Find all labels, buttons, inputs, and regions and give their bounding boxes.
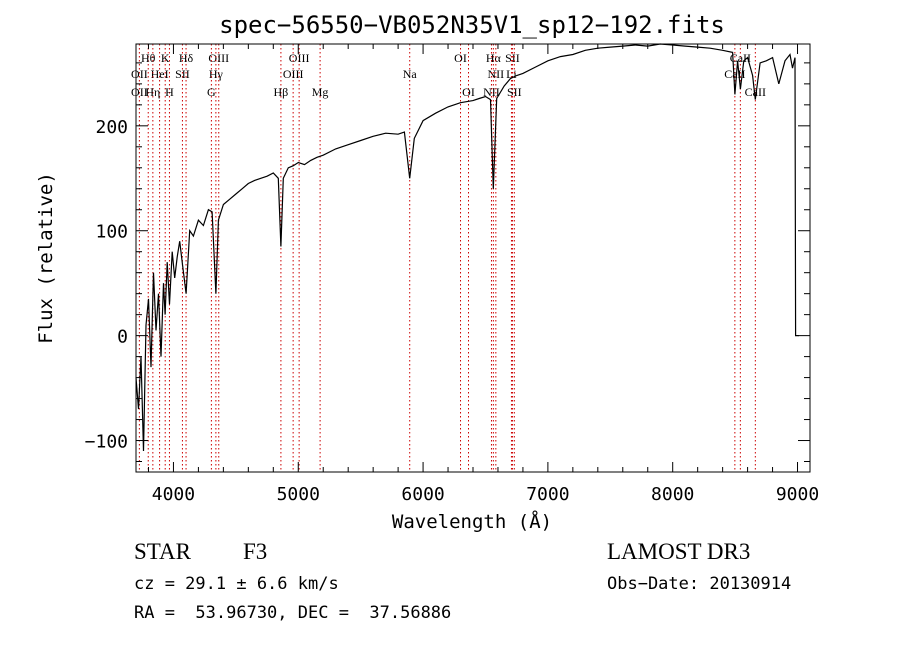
line-marker-label: NII [483, 85, 500, 99]
line-marker-label: K [161, 51, 170, 65]
x-axis-label: Wavelength (Å) [392, 510, 552, 533]
x-tick-label: 6000 [401, 484, 444, 505]
line-marker-label: OIII [208, 51, 229, 65]
y-tick-label: −100 [85, 432, 128, 453]
plot-frame [135, 43, 811, 473]
y-axis: −100 0 100 200 [85, 62, 810, 463]
y-tick-label: 0 [117, 327, 128, 348]
line-marker-label: Hβ [274, 85, 289, 99]
line-marker-label: Li [506, 67, 517, 81]
line-marker-label: Hα [486, 51, 502, 65]
line-marker-label: OI [454, 51, 467, 65]
line-marker-label: OIII [283, 67, 304, 81]
line-marker-label: Hη [145, 85, 160, 99]
survey-name: LAMOST DR3 [607, 539, 751, 564]
line-marker-label: Hγ [209, 67, 224, 81]
spectrum-line [135, 43, 799, 452]
redshift-text: cz = 29.1 ± 6.6 km/s [134, 574, 339, 594]
object-class: STAR [134, 539, 191, 564]
x-tick-label: 4000 [152, 484, 195, 505]
x-tick-label: 5000 [277, 484, 320, 505]
line-marker-label: SII [175, 67, 190, 81]
x-tick-label: 9000 [776, 484, 819, 505]
line-marker-label: Hδ [179, 51, 194, 65]
line-marker-label: CaII [745, 85, 766, 99]
line-marker-label: Na [403, 67, 418, 81]
coordinates: RA = 53.96730, DEC = 37.56886 [134, 603, 452, 623]
line-marker-label: OII [131, 85, 148, 99]
y-tick-label: 200 [95, 117, 128, 138]
x-tick-label: 8000 [651, 484, 694, 505]
object-subclass: F3 [243, 539, 268, 564]
line-marker-label: NII [488, 67, 505, 81]
line-marker-label: H [165, 85, 174, 99]
x-tick-label: 7000 [526, 484, 569, 505]
line-marker-label: OII [131, 67, 148, 81]
line-marker-label: OI [462, 85, 475, 99]
line-marker-label: CaII [724, 67, 745, 81]
y-tick-label: 100 [95, 222, 128, 243]
line-marker-label: HeI [151, 67, 169, 81]
y-axis-label: Flux (relative) [35, 172, 57, 344]
obs-date: Obs−Date: 20130914 [607, 574, 792, 594]
line-marker-label: OIII [289, 51, 310, 65]
line-marker-label: SII [507, 85, 522, 99]
line-marker-label: SII [505, 51, 520, 65]
line-marker-label: Mg [312, 85, 329, 99]
line-marker-label: Hθ [141, 51, 156, 65]
x-axis: 4000 5000 6000 7000 8000 9000 [147, 44, 819, 505]
line-marker-label: G [207, 85, 216, 99]
chart-title: spec−56550−VB052N35V1_sp12−192.fits [219, 11, 725, 39]
